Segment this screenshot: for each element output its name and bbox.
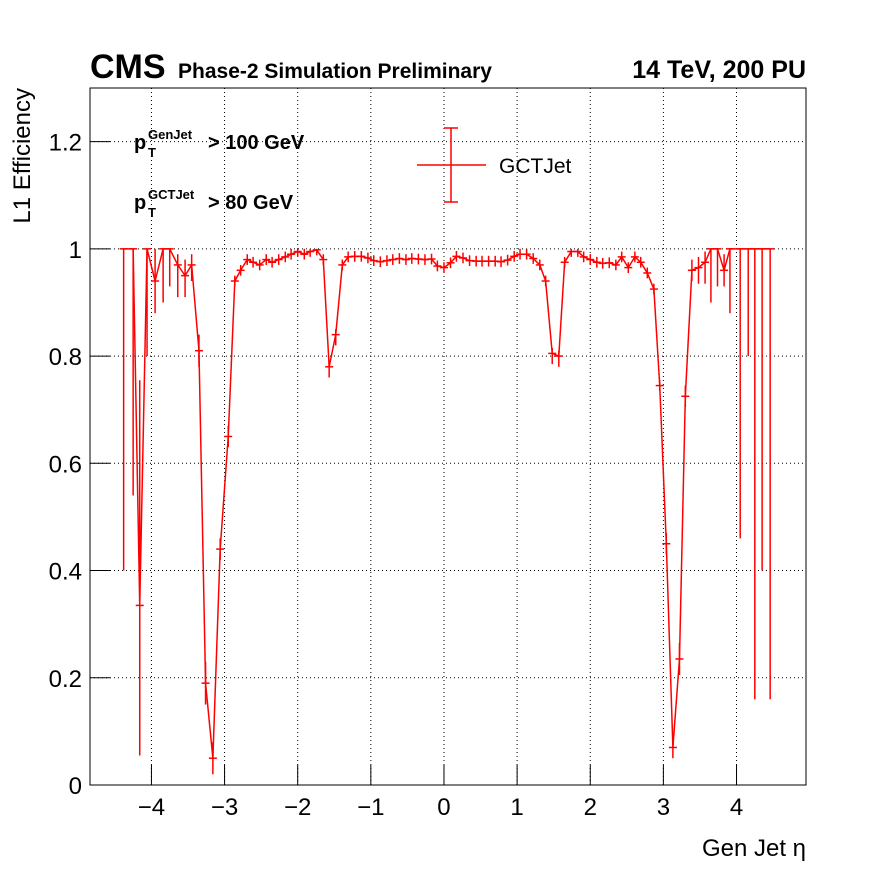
- x-tick-label: −3: [211, 794, 238, 821]
- subtitle: Phase-2 Simulation Preliminary: [178, 60, 492, 83]
- energy-label: 14 TeV, 200 PU: [632, 56, 806, 84]
- annotation-text: > 80 GeV: [208, 192, 294, 214]
- y-tick-label: 0.6: [49, 451, 82, 478]
- x-tick-label: 0: [437, 794, 450, 821]
- y-tick-label: 0.2: [49, 666, 82, 693]
- annotation-sup: GenJet: [148, 127, 193, 142]
- x-axis-label: Gen Jet η: [702, 835, 806, 862]
- plot-area: [119, 248, 775, 775]
- x-tick-label: −1: [357, 794, 384, 821]
- y-tick-label: 0.4: [49, 559, 82, 586]
- y-tick-label: 1.2: [49, 130, 82, 157]
- annotation-text: > 100 GeV: [208, 132, 305, 154]
- cms-label: CMS: [90, 48, 166, 86]
- annotation-sub: T: [148, 145, 156, 160]
- x-tick-label: −4: [138, 794, 165, 821]
- x-tick-label: 3: [657, 794, 670, 821]
- annotation-base: p: [134, 192, 146, 214]
- annotation-sub: T: [148, 205, 156, 220]
- y-axis-label: L1 Efficiency: [9, 88, 36, 224]
- legend-label: GCTJet: [499, 155, 572, 178]
- annotation-base: p: [134, 132, 146, 154]
- frame: [89, 87, 807, 786]
- y-tick-label: 0.8: [49, 344, 82, 371]
- x-tick-label: 2: [584, 794, 597, 821]
- x-tick-label: −2: [284, 794, 311, 821]
- x-tick-label: 4: [730, 794, 743, 821]
- grid: [90, 88, 806, 786]
- y-tick-label: 0: [69, 773, 82, 800]
- annotation-sup: GCTJet: [148, 187, 195, 202]
- x-tick-label: 1: [510, 794, 523, 821]
- y-tick-label: 1: [69, 237, 82, 264]
